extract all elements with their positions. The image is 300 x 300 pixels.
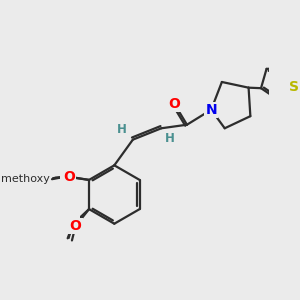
Text: H: H: [165, 132, 175, 145]
Text: O: O: [169, 97, 180, 111]
Text: methoxy: methoxy: [44, 175, 50, 176]
Text: O: O: [61, 169, 73, 183]
Text: O: O: [70, 219, 81, 233]
Text: S: S: [289, 80, 298, 94]
Text: N: N: [206, 103, 217, 117]
Text: H: H: [117, 123, 127, 136]
Text: O: O: [67, 217, 79, 231]
Text: O: O: [64, 170, 75, 184]
Text: methoxy: methoxy: [1, 174, 50, 184]
